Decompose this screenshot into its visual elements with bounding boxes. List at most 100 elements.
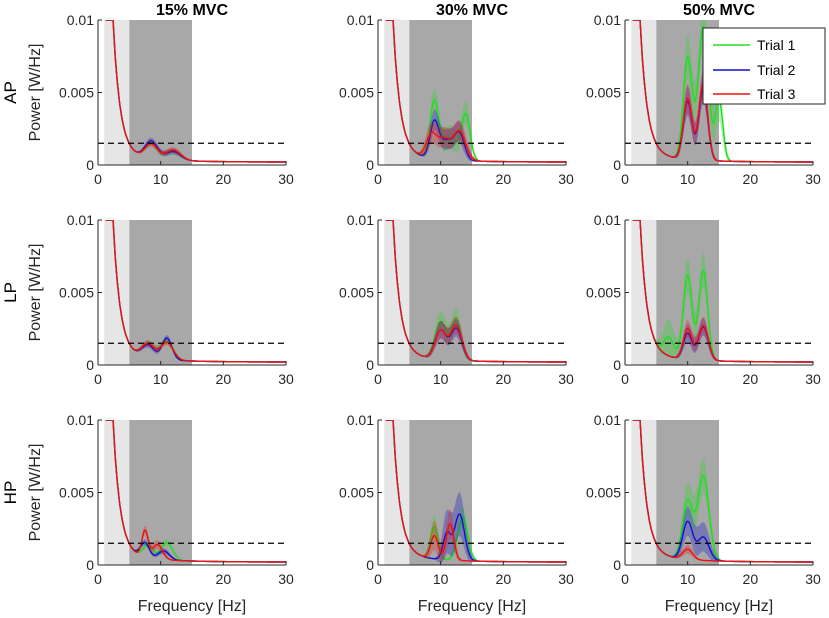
trial-1-ci-band bbox=[385, 20, 566, 162]
x-tick-label: 0 bbox=[374, 171, 382, 187]
y-tick-label: 0 bbox=[366, 357, 374, 373]
y-tick-label: 0.005 bbox=[339, 285, 374, 301]
x-tick-label: 0 bbox=[94, 571, 102, 587]
x-tick-label: 0 bbox=[621, 171, 629, 187]
x-tick-label: 0 bbox=[621, 571, 629, 587]
y-tick-label: 0.01 bbox=[347, 12, 374, 28]
x-tick-label: 0 bbox=[374, 371, 382, 387]
column-title: 30% MVC bbox=[436, 2, 508, 19]
panel-lp-1: 0 10 20 30 0 0.005 0.01 LP Power [W/Hz] bbox=[1, 212, 294, 387]
x-tick-label: 10 bbox=[680, 571, 696, 587]
y-tick-label: 0 bbox=[613, 557, 621, 573]
low-band-shade bbox=[104, 220, 130, 365]
y-tick-label: 0.01 bbox=[594, 412, 621, 428]
x-tick-label: 30 bbox=[558, 571, 574, 587]
analysis-band-shade bbox=[129, 420, 192, 565]
trial-3-ci-band bbox=[385, 20, 566, 162]
x-tick-label: 10 bbox=[153, 571, 169, 587]
y-tick-label: 0.01 bbox=[594, 212, 621, 228]
trial-3-line bbox=[105, 420, 286, 563]
trial-3-line bbox=[385, 220, 566, 363]
x-tick-label: 20 bbox=[496, 571, 512, 587]
trial-3-line bbox=[385, 420, 566, 563]
panel-hp-3: 0 10 20 30 0 0.005 0.01 Frequency [Hz] bbox=[586, 412, 821, 615]
x-tick-label: 30 bbox=[805, 371, 821, 387]
y-tick-label: 0.005 bbox=[59, 485, 94, 501]
y-tick-label: 0.005 bbox=[339, 485, 374, 501]
x-axis-label: Frequency [Hz] bbox=[665, 598, 773, 615]
x-axis-label: Frequency [Hz] bbox=[418, 598, 526, 615]
y-tick-label: 0 bbox=[86, 157, 94, 173]
column-title: 50% MVC bbox=[683, 2, 755, 19]
legend-label-trial-1: Trial 1 bbox=[757, 37, 796, 53]
y-tick-label: 0 bbox=[613, 157, 621, 173]
y-tick-label: 0 bbox=[86, 557, 94, 573]
analysis-band-shade bbox=[409, 420, 472, 565]
y-tick-label: 0.01 bbox=[67, 412, 94, 428]
x-tick-label: 20 bbox=[496, 371, 512, 387]
y-tick-label: 0 bbox=[86, 357, 94, 373]
y-tick-label: 0.005 bbox=[586, 85, 621, 101]
panel-lp-2: 0 10 20 30 0 0.005 0.01 bbox=[339, 212, 574, 387]
y-tick-label: 0.01 bbox=[347, 212, 374, 228]
x-tick-label: 30 bbox=[805, 171, 821, 187]
row-label: LP bbox=[1, 282, 20, 303]
y-axis-label: Power [W/Hz] bbox=[27, 44, 44, 142]
low-band-shade bbox=[384, 420, 410, 565]
low-band-shade bbox=[384, 20, 410, 165]
analysis-band-shade bbox=[129, 20, 192, 165]
x-tick-label: 10 bbox=[433, 171, 449, 187]
trial-curves bbox=[385, 420, 566, 563]
panel-hp-2: 0 10 20 30 0 0.005 0.01 Frequency [Hz] bbox=[339, 412, 574, 615]
x-tick-label: 20 bbox=[216, 571, 232, 587]
y-tick-label: 0.01 bbox=[67, 12, 94, 28]
x-tick-label: 10 bbox=[433, 571, 449, 587]
x-tick-label: 10 bbox=[153, 171, 169, 187]
x-tick-label: 10 bbox=[680, 171, 696, 187]
legend-box bbox=[702, 27, 826, 105]
y-axis-label: Power [W/Hz] bbox=[27, 444, 44, 542]
y-tick-label: 0.01 bbox=[347, 412, 374, 428]
y-tick-label: 0.005 bbox=[586, 485, 621, 501]
trial-curves bbox=[385, 20, 566, 163]
trial-3-line bbox=[632, 220, 813, 363]
x-tick-label: 10 bbox=[153, 371, 169, 387]
x-tick-label: 0 bbox=[94, 171, 102, 187]
low-band-shade bbox=[631, 20, 657, 165]
y-axis-label: Power [W/Hz] bbox=[27, 244, 44, 342]
x-tick-label: 20 bbox=[216, 371, 232, 387]
trial-curves bbox=[105, 420, 286, 563]
trial-3-line bbox=[105, 20, 286, 163]
low-band-shade bbox=[631, 420, 657, 565]
row-label: AP bbox=[1, 81, 20, 104]
low-band-shade bbox=[104, 420, 130, 565]
x-tick-label: 30 bbox=[558, 171, 574, 187]
x-tick-label: 30 bbox=[558, 371, 574, 387]
trial-3-line bbox=[105, 220, 286, 363]
analysis-band-shade bbox=[409, 20, 472, 165]
y-tick-label: 0.005 bbox=[59, 285, 94, 301]
y-tick-label: 0.005 bbox=[339, 85, 374, 101]
x-tick-label: 0 bbox=[621, 371, 629, 387]
y-tick-label: 0 bbox=[366, 157, 374, 173]
y-tick-label: 0.005 bbox=[59, 85, 94, 101]
legend-label-trial-3: Trial 3 bbox=[757, 86, 796, 102]
trial-3-line bbox=[632, 420, 813, 563]
panel-ap-1: 0 10 20 30 0 0.005 0.01 15% MVC AP Power [W/Hz] bbox=[1, 2, 294, 187]
x-tick-label: 0 bbox=[374, 571, 382, 587]
x-tick-label: 20 bbox=[743, 571, 759, 587]
x-axis-label: Frequency [Hz] bbox=[138, 598, 246, 615]
trial-3-line bbox=[385, 20, 566, 163]
trial-curves bbox=[105, 220, 286, 363]
y-tick-label: 0.01 bbox=[594, 12, 621, 28]
x-tick-label: 20 bbox=[216, 171, 232, 187]
x-tick-label: 10 bbox=[433, 371, 449, 387]
y-tick-label: 0 bbox=[613, 357, 621, 373]
panel-ap-2: 0 10 20 30 0 0.005 0.01 30% MVC bbox=[339, 2, 574, 187]
trial-1-ci-band bbox=[632, 20, 813, 163]
x-tick-label: 30 bbox=[805, 571, 821, 587]
trial-curves bbox=[385, 220, 566, 363]
y-tick-label: 0 bbox=[366, 557, 374, 573]
